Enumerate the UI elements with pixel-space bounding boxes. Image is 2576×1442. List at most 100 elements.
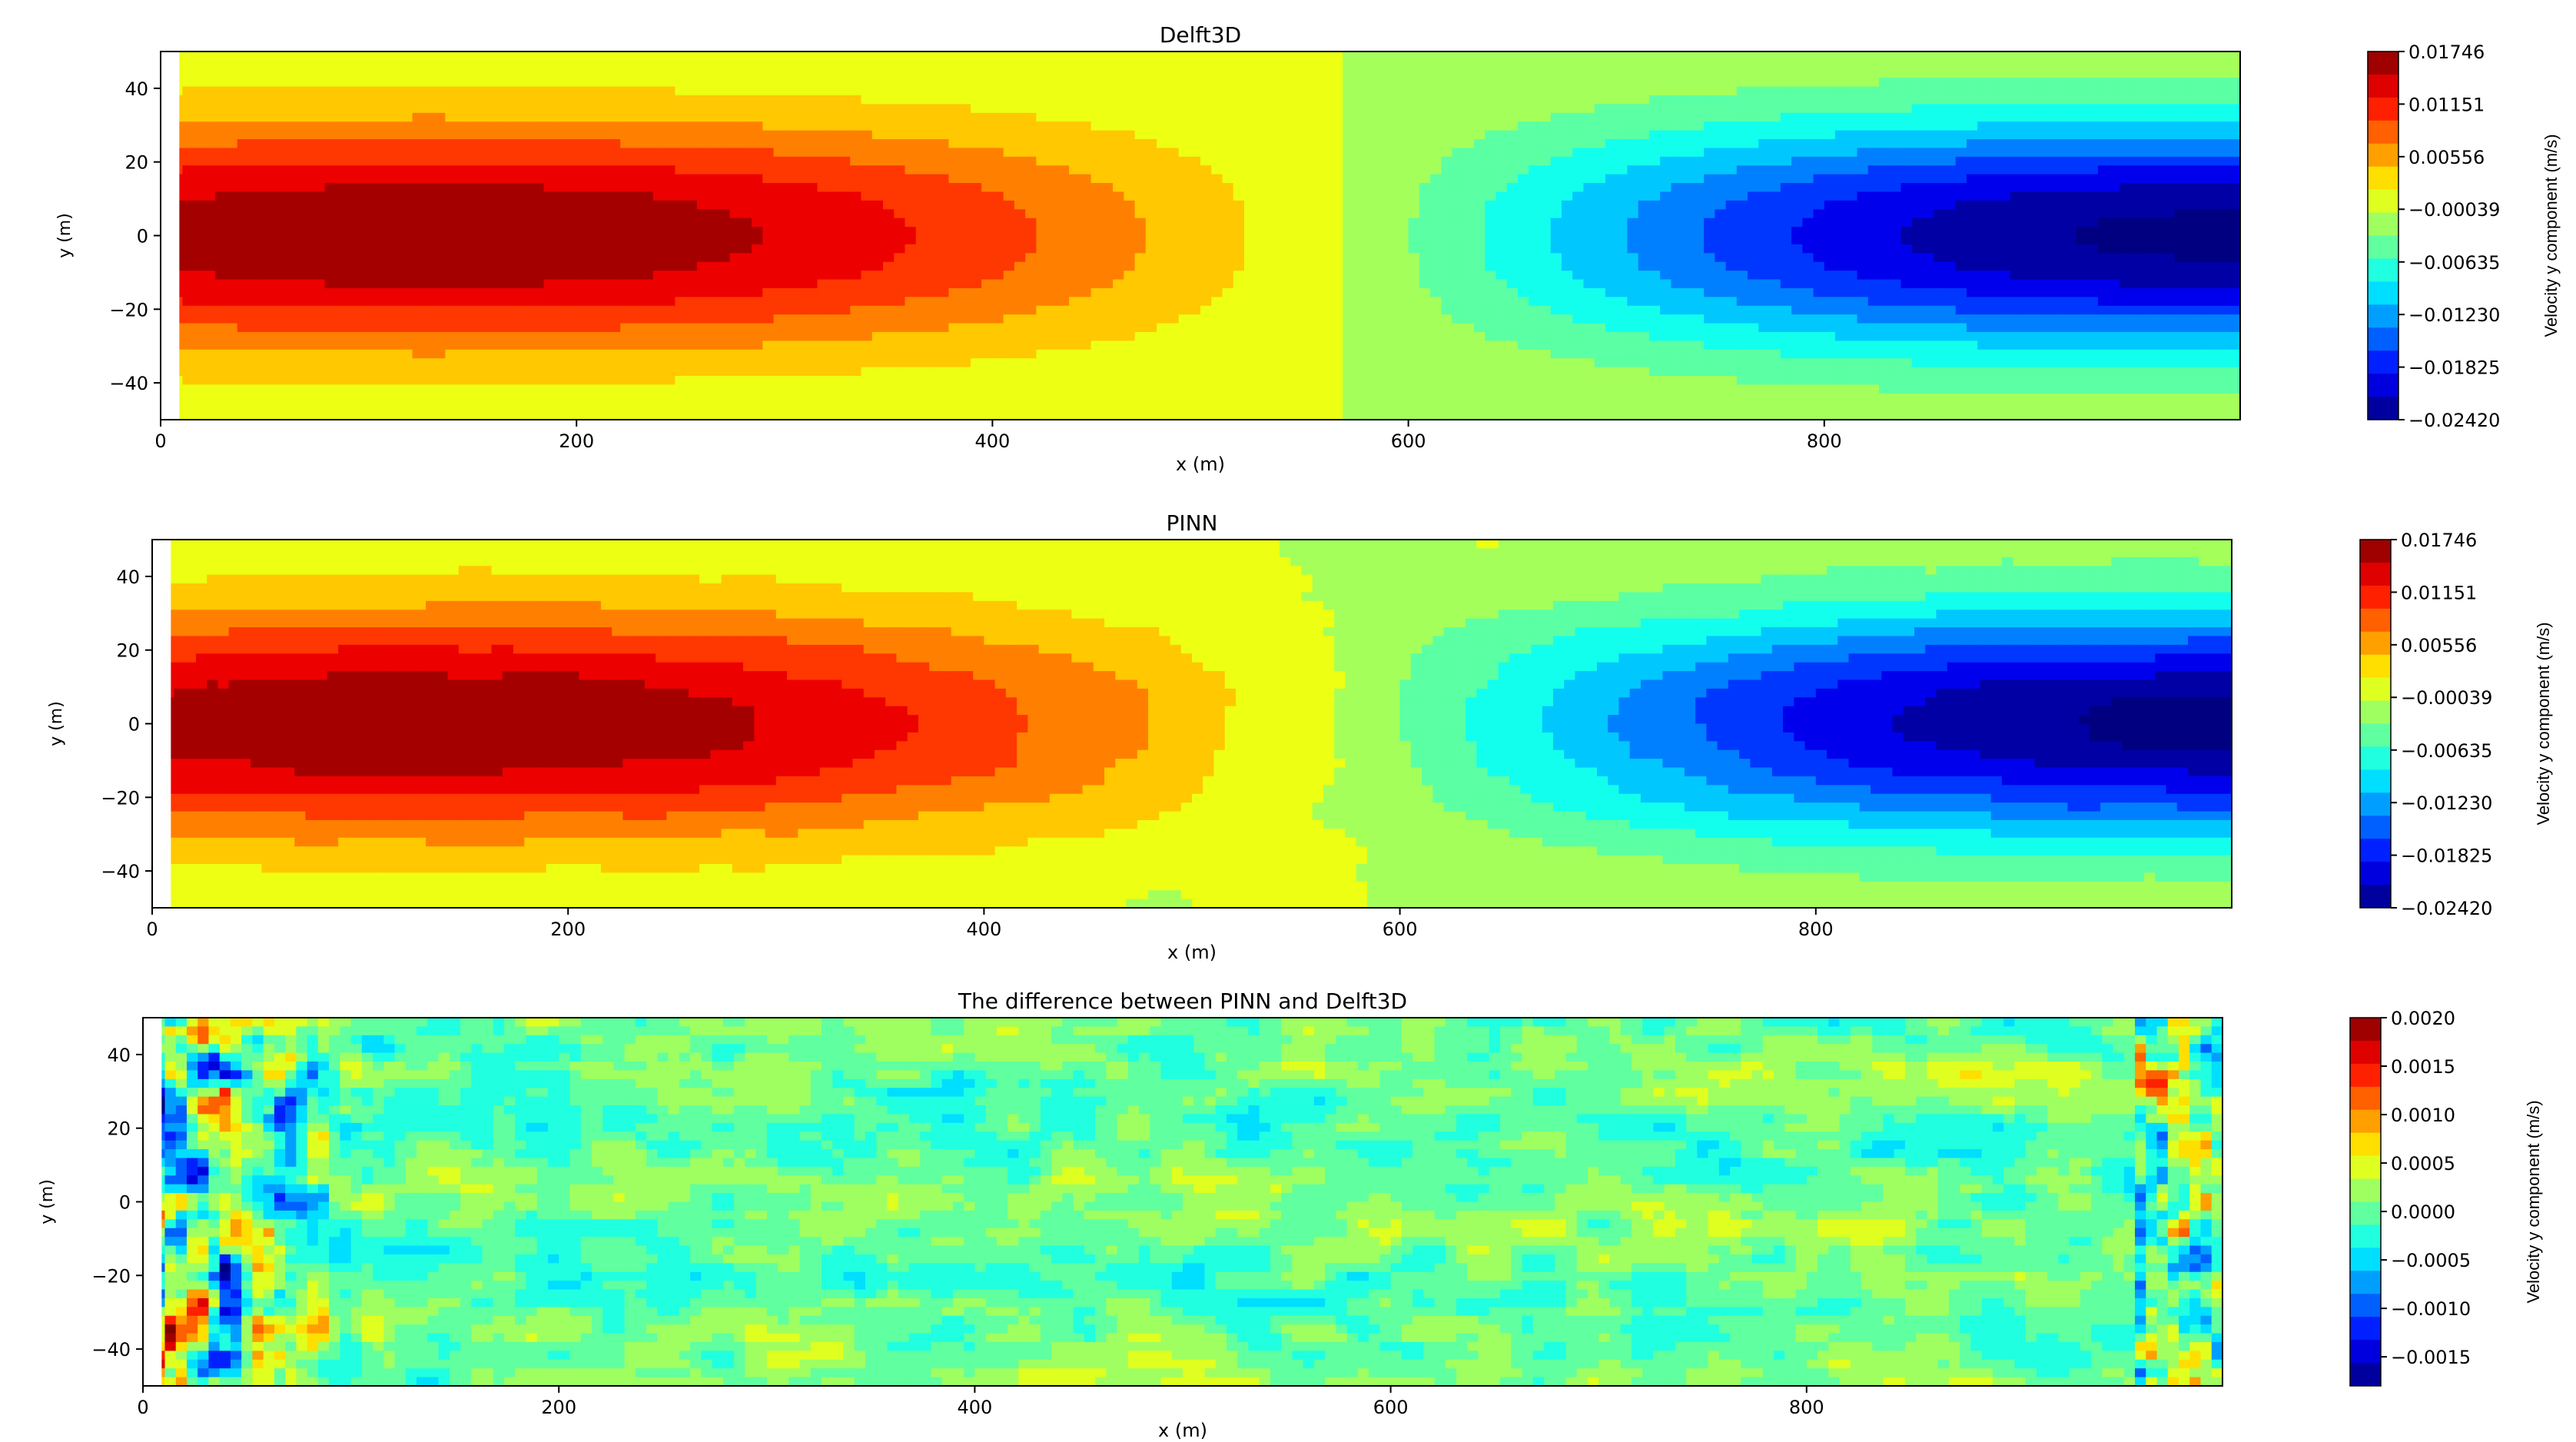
heatmap-cell [576, 314, 589, 324]
heatmap-cell [554, 393, 566, 403]
heatmap-cell [324, 393, 337, 403]
heatmap-cell [773, 104, 785, 114]
heatmap-cell [1233, 341, 1245, 351]
heatmap-cell [882, 253, 895, 263]
heatmap-cell [1375, 367, 1387, 377]
heatmap-cell [565, 410, 577, 420]
heatmap-cell [533, 227, 545, 237]
heatmap-cell [1014, 174, 1026, 184]
heatmap-cell [445, 174, 457, 184]
heatmap-cell [423, 410, 435, 420]
heatmap-cell [839, 235, 851, 245]
heatmap-cell [620, 121, 632, 131]
heatmap-cell [948, 402, 961, 412]
heatmap-cell [719, 410, 731, 420]
heatmap-cell [247, 341, 260, 351]
heatmap-cell [1441, 165, 1453, 175]
heatmap-cell [1233, 139, 1245, 149]
heatmap-cell [1178, 191, 1190, 201]
heatmap-cell [554, 244, 566, 254]
heatmap-cell [817, 410, 829, 420]
heatmap-cell [795, 86, 807, 96]
heatmap-cell [1276, 130, 1289, 140]
heatmap-cell [434, 279, 446, 289]
heatmap-cell [609, 367, 621, 377]
heatmap-cell [1310, 367, 1322, 377]
heatmap-cell [1211, 261, 1223, 271]
heatmap-cell [664, 156, 676, 166]
heatmap-cell [1255, 261, 1267, 271]
heatmap-cell [390, 165, 402, 175]
heatmap-cell [708, 349, 719, 359]
heatmap-cell [215, 112, 227, 122]
heatmap-cell [828, 261, 840, 271]
heatmap-cell [609, 156, 621, 166]
heatmap-cell [1036, 156, 1048, 166]
heatmap-cell [992, 235, 1004, 245]
heatmap-cell [204, 349, 216, 359]
heatmap-cell [609, 209, 621, 219]
heatmap-cell [1101, 235, 1114, 245]
heatmap-cell [871, 174, 884, 184]
heatmap-cell [664, 174, 676, 184]
heatmap-cell [664, 271, 676, 281]
heatmap-cell [1397, 253, 1409, 263]
heatmap-cell [565, 78, 577, 88]
heatmap-cell [1375, 375, 1387, 385]
heatmap-cell [959, 349, 971, 359]
heatmap-cell [1386, 200, 1398, 210]
heatmap-cell [543, 341, 556, 351]
heatmap-cell [456, 375, 468, 385]
heatmap-cell [915, 341, 928, 351]
heatmap-cell [1299, 287, 1311, 297]
heatmap-cell [259, 235, 271, 245]
heatmap-cell [412, 121, 424, 131]
heatmap-cell [533, 156, 545, 166]
heatmap-cell [1178, 139, 1190, 149]
heatmap-cell [1233, 156, 1245, 166]
heatmap-cell [1090, 139, 1103, 149]
heatmap-cell [466, 209, 479, 219]
heatmap-cell [850, 358, 862, 368]
heatmap-cell [281, 165, 293, 175]
heatmap-cell [882, 121, 895, 131]
heatmap-cell [861, 323, 873, 333]
heatmap-cell [204, 323, 216, 333]
heatmap-cell [215, 165, 227, 175]
heatmap-cell [368, 191, 380, 201]
heatmap-cell [719, 323, 731, 333]
heatmap-cell [685, 384, 698, 394]
heatmap-cell [839, 78, 851, 88]
heatmap-cell [247, 200, 260, 210]
heatmap-cell [1200, 271, 1212, 281]
heatmap-cell [533, 244, 545, 254]
heatmap-cell [609, 104, 621, 114]
heatmap-cell [729, 349, 742, 359]
heatmap-cell [281, 384, 293, 394]
heatmap-cell [915, 200, 928, 210]
heatmap-cell [1025, 402, 1037, 412]
heatmap-cell [740, 367, 752, 377]
heatmap-cell [620, 410, 632, 420]
heatmap-cell [291, 112, 304, 122]
heatmap-cell [1397, 139, 1409, 149]
heatmap-cell [817, 78, 829, 88]
heatmap-cell [368, 349, 380, 359]
heatmap-cell [1243, 191, 1256, 201]
heatmap-cell [1331, 279, 1343, 289]
heatmap-cell [314, 244, 326, 254]
heatmap-cell [1287, 121, 1300, 131]
heatmap-cell [685, 297, 698, 307]
heatmap-cell [1430, 200, 1442, 210]
heatmap-cell [652, 279, 665, 289]
heatmap-cell [1430, 305, 1442, 315]
heatmap-cell [401, 95, 413, 105]
heatmap-cell [314, 287, 326, 297]
heatmap-cell [762, 139, 775, 149]
heatmap-cell [959, 402, 971, 412]
heatmap-cell [1331, 209, 1343, 219]
heatmap-cell [882, 148, 895, 158]
heatmap-cell [204, 235, 216, 245]
heatmap-cell [1233, 297, 1245, 307]
heatmap-cell [894, 253, 906, 263]
